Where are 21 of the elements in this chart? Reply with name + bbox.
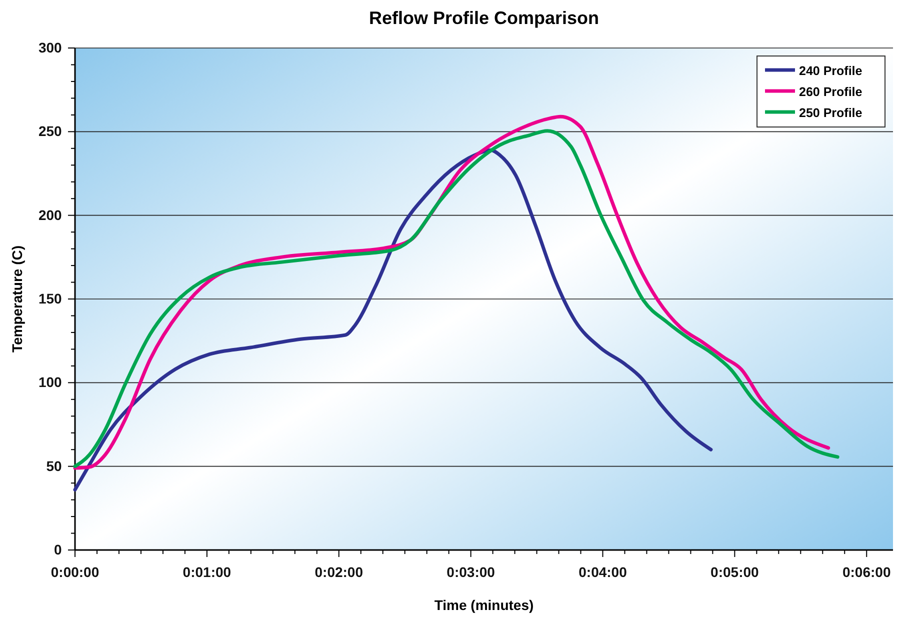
y-tick-label: 300: [38, 39, 62, 56]
y-tick-label: 50: [46, 458, 62, 474]
y-tick-label: 100: [38, 374, 62, 390]
x-axis-title: Time (minutes): [434, 597, 534, 613]
chart-title: Reflow Profile Comparison: [368, 8, 600, 28]
x-tick-label: 0:06:00: [842, 564, 891, 580]
y-tick-label: 0: [54, 541, 62, 558]
legend-label: 240 Profile: [799, 64, 862, 78]
legend-label: 260 Profile: [799, 85, 862, 99]
legend-label: 250 Profile: [799, 106, 862, 120]
y-axis-title: Temperature (C): [9, 245, 25, 353]
y-tick-label: 150: [38, 290, 62, 306]
x-tick-label: 0:01:00: [182, 564, 232, 580]
x-tick-label: 0:00:00: [50, 564, 100, 580]
x-tick-label: 0:02:00: [314, 564, 364, 580]
y-tick-label: 200: [38, 206, 62, 223]
line-series: [73, 148, 713, 492]
x-tick-label: 0:03:00: [446, 564, 496, 580]
x-tick-label: 0:04:00: [578, 564, 628, 580]
x-tick-label: 0:05:00: [710, 564, 760, 580]
y-tick-label: 250: [38, 123, 62, 140]
